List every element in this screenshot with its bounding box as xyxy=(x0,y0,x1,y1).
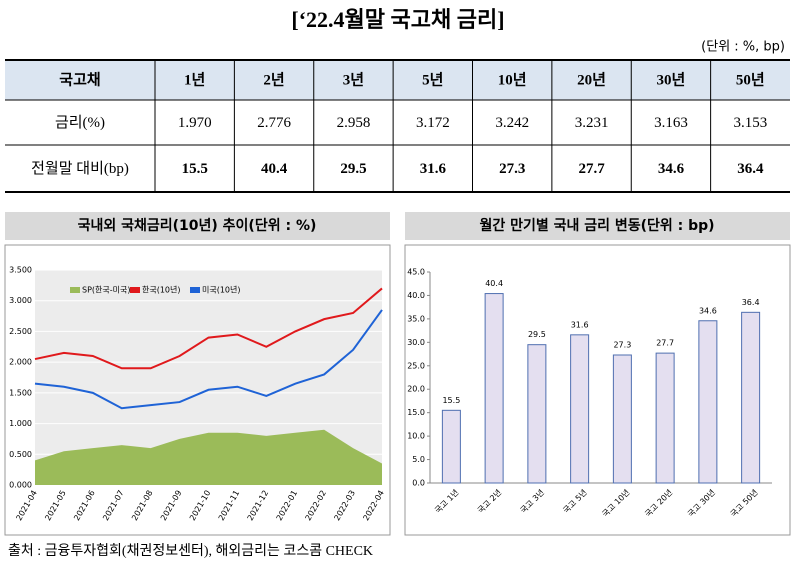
bar xyxy=(612,354,632,484)
table-cell: 31.6 xyxy=(420,161,447,177)
table-cell: 3.172 xyxy=(416,115,450,131)
table-cell: 2.958 xyxy=(337,115,371,131)
bar xyxy=(698,320,718,484)
y-tick-label: 1.500 xyxy=(9,388,32,397)
table-cell: 1.970 xyxy=(178,115,212,131)
bar xyxy=(741,311,761,484)
legend-swatch xyxy=(190,287,200,293)
table-header-cell: 30년 xyxy=(657,71,686,88)
table-cell: 금리(%) xyxy=(55,114,105,131)
y-tick-label: 35.0 xyxy=(407,314,425,323)
table-header-bg xyxy=(5,60,790,100)
table-cell: 3.242 xyxy=(495,115,529,131)
y-tick-label: 45.0 xyxy=(407,268,425,277)
table-header-cell: 20년 xyxy=(577,71,606,88)
data-label: 15.5 xyxy=(442,396,460,405)
legend-label: 한국(10년) xyxy=(142,285,181,295)
table-cell: 3.153 xyxy=(733,115,767,131)
source-note: 출처 : 금융투자협회(채권정보센터), 해외금리는 코스콤 CHECK xyxy=(8,543,373,559)
table-cell: 34.6 xyxy=(658,161,685,177)
legend-swatch xyxy=(130,287,140,293)
y-tick-label: 0.000 xyxy=(9,481,32,490)
data-label: 34.6 xyxy=(699,306,717,315)
y-tick-label: 40.0 xyxy=(407,291,425,300)
data-label: 31.6 xyxy=(571,320,589,329)
table-cell: 40.4 xyxy=(261,161,288,177)
y-tick-label: 5.0 xyxy=(412,455,425,464)
area xyxy=(35,429,382,485)
y-tick-label: 3.000 xyxy=(9,296,32,305)
y-tick-label: 2.000 xyxy=(9,358,32,367)
table-cell: 36.4 xyxy=(737,161,764,177)
y-tick-label: 20.0 xyxy=(407,385,425,394)
y-tick-label: 3.500 xyxy=(9,266,32,275)
table-header-cell: 3년 xyxy=(343,71,364,88)
bar xyxy=(655,352,675,484)
y-tick-label: 0.0 xyxy=(412,479,425,488)
table-header-cell: 국고채 xyxy=(59,71,100,88)
table-header-cell: 10년 xyxy=(498,71,527,88)
data-label: 40.4 xyxy=(485,279,503,288)
table-cell: 3.231 xyxy=(575,115,609,131)
table-header-cell: 2년 xyxy=(263,71,284,88)
chart-title-bg xyxy=(405,212,790,240)
y-tick-label: 25.0 xyxy=(407,361,425,370)
table-cell: 3.163 xyxy=(654,115,688,131)
legend-swatch xyxy=(70,287,80,293)
chart-frame xyxy=(404,244,791,536)
y-tick-label: 30.0 xyxy=(407,338,425,347)
y-tick-label: 2.500 xyxy=(9,327,32,336)
table-cell: 전월말 대비(bp) xyxy=(31,160,129,177)
chart-title: 월간 만기별 국내 금리 변동(단위 : bp) xyxy=(479,217,714,234)
table-cell: 27.7 xyxy=(578,161,605,177)
table-header-cell: 50년 xyxy=(736,71,765,88)
y-tick-label: 15.0 xyxy=(407,408,425,417)
table-cell: 27.3 xyxy=(499,161,525,177)
bar xyxy=(484,293,504,484)
y-tick-label: 0.500 xyxy=(9,450,32,459)
line xyxy=(34,287,383,370)
data-label: 27.3 xyxy=(613,340,631,349)
table-cell: 15.5 xyxy=(182,161,208,177)
y-tick-label: 1.000 xyxy=(9,419,32,428)
y-tick-label: 10.0 xyxy=(407,432,425,441)
bar xyxy=(441,409,461,484)
legend-label: 미국(10년) xyxy=(202,285,241,295)
line xyxy=(34,309,383,410)
table-header-cell: 1년 xyxy=(184,71,205,88)
unit-note: (단위 : %, bp) xyxy=(701,40,785,55)
chart-title: 국내외 국채금리(10년) 추이(단위 : %) xyxy=(78,217,317,234)
legend-label: SP(한국-미국) xyxy=(82,286,130,295)
bar xyxy=(570,334,590,484)
table-cell: 2.776 xyxy=(257,115,291,131)
bar xyxy=(527,344,547,484)
data-label: 27.7 xyxy=(656,339,674,348)
page-title: [‘22.4월말 국고채 금리] xyxy=(291,7,504,32)
data-label: 36.4 xyxy=(742,298,760,307)
table-header-cell: 5년 xyxy=(422,71,443,88)
chart-title-bg xyxy=(5,212,390,240)
table-cell: 29.5 xyxy=(340,161,366,177)
data-label: 29.5 xyxy=(528,330,546,339)
